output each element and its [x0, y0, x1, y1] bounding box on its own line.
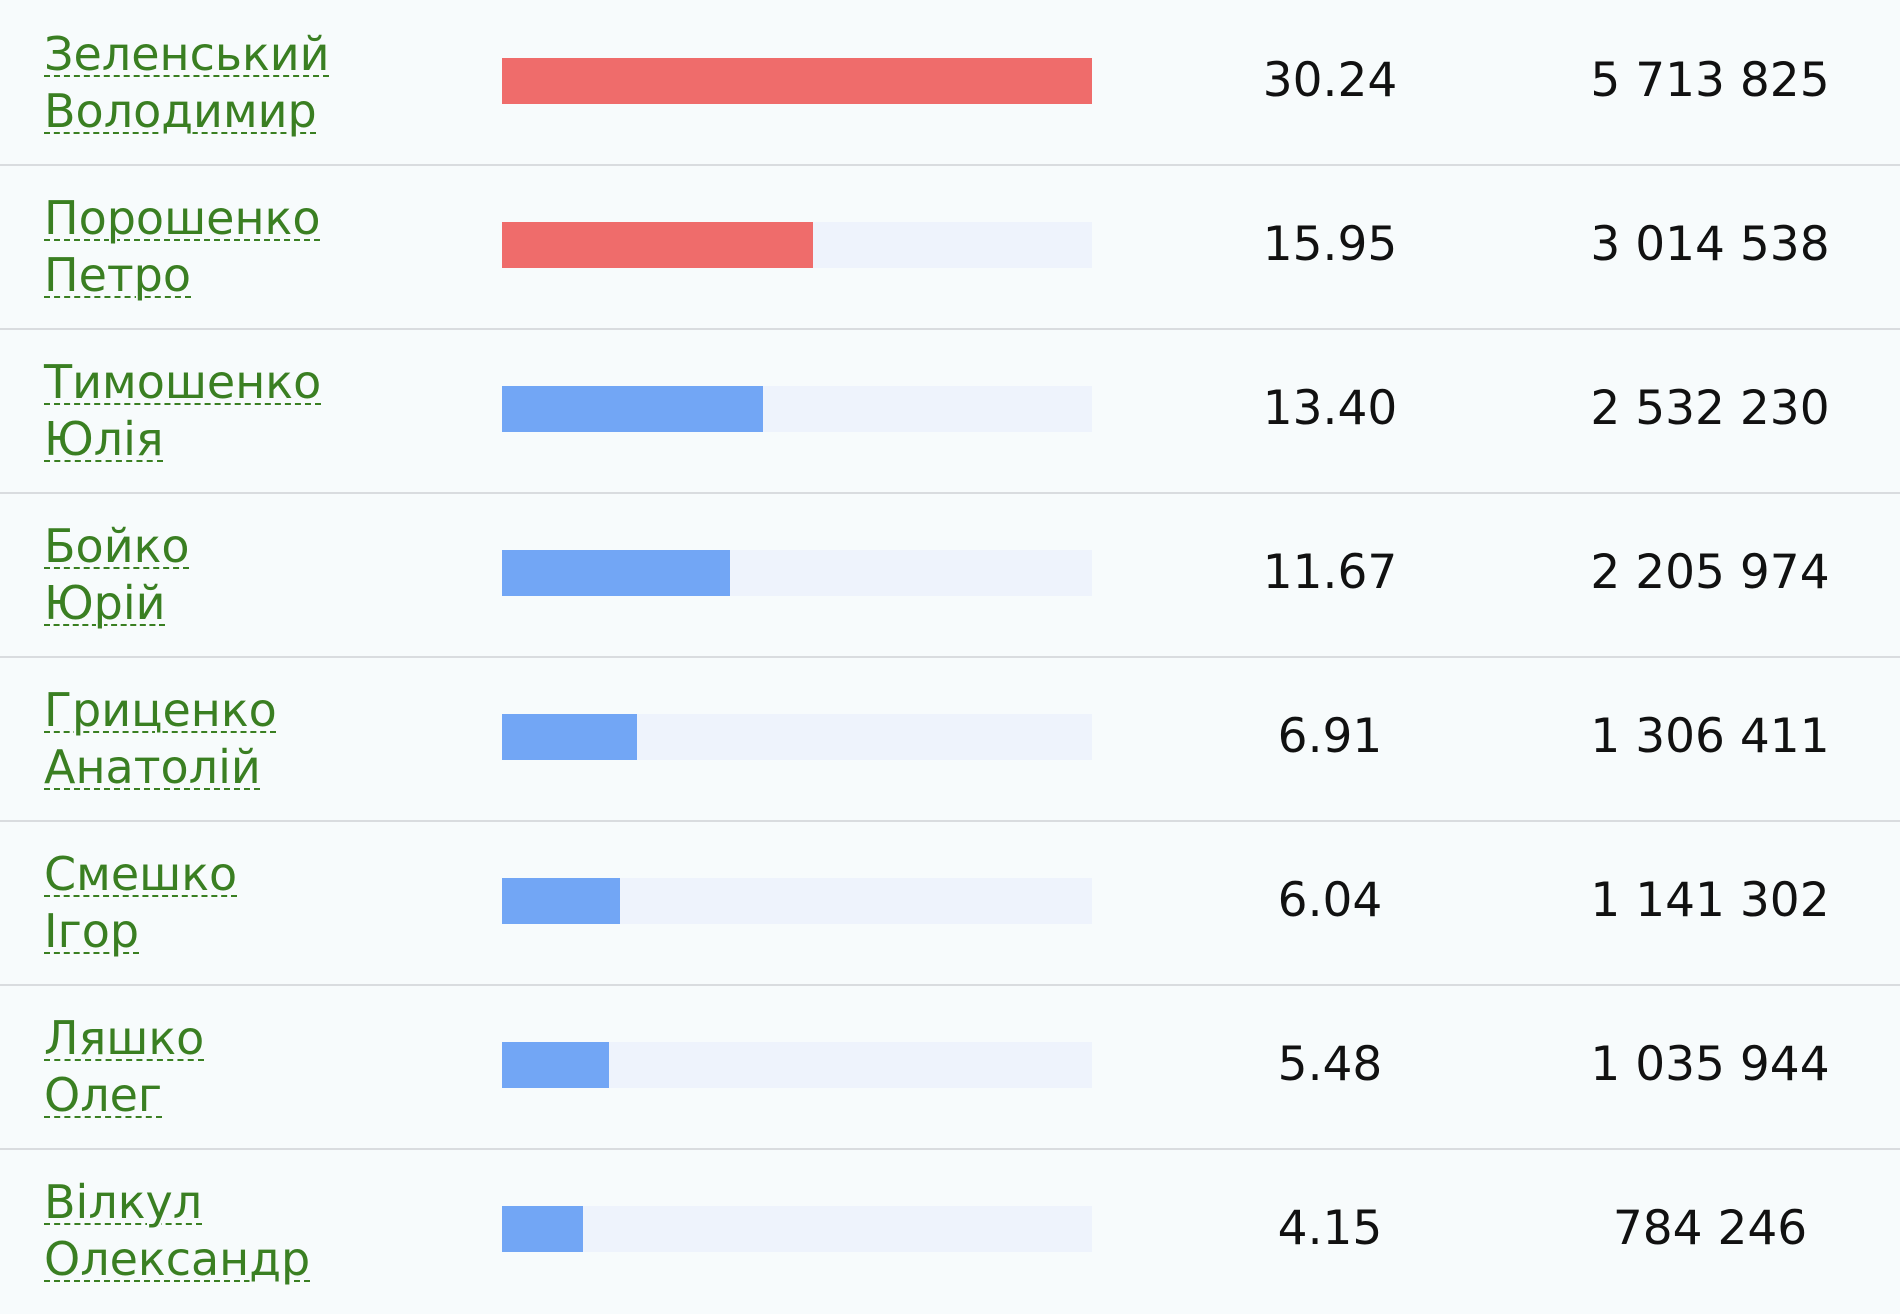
vote-count: 1 035 944 [1590, 1037, 1830, 1092]
vote-percent: 30.24 [1262, 53, 1398, 108]
vote-share-bar [502, 1042, 1092, 1088]
candidate-surname[interactable]: Вілкул [44, 1175, 203, 1229]
candidate-name-link[interactable]: Гриценко Анатолій [44, 682, 464, 796]
candidate-name-link[interactable]: Смешко Ігор [44, 846, 464, 960]
vote-share-bar-fill [502, 550, 730, 596]
candidate-row: Тимошенко Юлія 13.40 2 532 230 [0, 328, 1900, 494]
candidate-row: Зеленський Володимир 30.24 5 713 825 [0, 0, 1900, 166]
candidate-first-name[interactable]: Анатолій [44, 740, 261, 794]
candidate-first-name[interactable]: Олег [44, 1068, 163, 1122]
vote-count: 784 246 [1612, 1201, 1808, 1256]
candidate-name-link[interactable]: Ляшко Олег [44, 1010, 464, 1124]
candidate-surname[interactable]: Порошенко [44, 191, 321, 245]
candidate-name-link[interactable]: Тимошенко Юлія [44, 354, 464, 468]
candidate-name-link[interactable]: Вілкул Олександр [44, 1174, 464, 1288]
candidate-name-link[interactable]: Порошенко Петро [44, 190, 464, 304]
candidate-name-link[interactable]: Бойко Юрій [44, 518, 464, 632]
vote-share-bar-fill [502, 58, 1092, 104]
candidate-surname[interactable]: Зеленський [44, 27, 330, 81]
candidate-row: Ляшко Олег 5.48 1 035 944 [0, 984, 1900, 1150]
vote-percent: 11.67 [1262, 545, 1398, 600]
vote-count: 3 014 538 [1590, 217, 1830, 272]
vote-count: 1 141 302 [1590, 873, 1830, 928]
vote-share-bar [502, 222, 1092, 268]
vote-count: 5 713 825 [1590, 53, 1830, 108]
candidate-surname[interactable]: Смешко [44, 847, 238, 901]
candidate-first-name[interactable]: Володимир [44, 84, 317, 138]
candidate-surname[interactable]: Гриценко [44, 683, 277, 737]
candidate-row: Бойко Юрій 11.67 2 205 974 [0, 492, 1900, 658]
candidate-first-name[interactable]: Юлія [44, 412, 164, 466]
vote-percent: 15.95 [1262, 217, 1398, 272]
candidate-first-name[interactable]: Петро [44, 248, 192, 302]
vote-share-bar-fill [502, 1042, 609, 1088]
candidate-row: Вілкул Олександр 4.15 784 246 [0, 1148, 1900, 1312]
candidate-first-name[interactable]: Олександр [44, 1232, 311, 1286]
vote-percent: 6.04 [1277, 873, 1383, 928]
vote-percent: 6.91 [1277, 709, 1383, 764]
vote-share-bar-fill [502, 714, 638, 760]
vote-share-bar [502, 714, 1092, 760]
vote-share-bar-fill [502, 386, 764, 432]
candidate-first-name[interactable]: Юрій [44, 576, 166, 630]
candidate-row: Порошенко Петро 15.95 3 014 538 [0, 164, 1900, 330]
candidate-row: Гриценко Анатолій 6.91 1 306 411 [0, 656, 1900, 822]
candidate-name-link[interactable]: Зеленський Володимир [44, 26, 464, 140]
vote-share-bar [502, 1206, 1092, 1252]
vote-share-bar-fill [502, 878, 620, 924]
vote-count: 2 205 974 [1590, 545, 1830, 600]
vote-share-bar-fill [502, 222, 813, 268]
vote-count: 1 306 411 [1590, 709, 1830, 764]
vote-count: 2 532 230 [1590, 381, 1830, 436]
vote-percent: 5.48 [1277, 1037, 1383, 1092]
candidate-row: Смешко Ігор 6.04 1 141 302 [0, 820, 1900, 986]
vote-share-bar [502, 550, 1092, 596]
vote-share-bar [502, 878, 1092, 924]
candidate-surname[interactable]: Ляшко [44, 1011, 205, 1065]
vote-share-bar [502, 58, 1092, 104]
candidate-surname[interactable]: Тимошенко [44, 355, 322, 409]
vote-share-bar-fill [502, 1206, 583, 1252]
candidate-first-name[interactable]: Ігор [44, 904, 140, 958]
vote-percent: 13.40 [1262, 381, 1398, 436]
vote-percent: 4.15 [1277, 1201, 1383, 1256]
candidate-surname[interactable]: Бойко [44, 519, 190, 573]
vote-share-bar [502, 386, 1092, 432]
